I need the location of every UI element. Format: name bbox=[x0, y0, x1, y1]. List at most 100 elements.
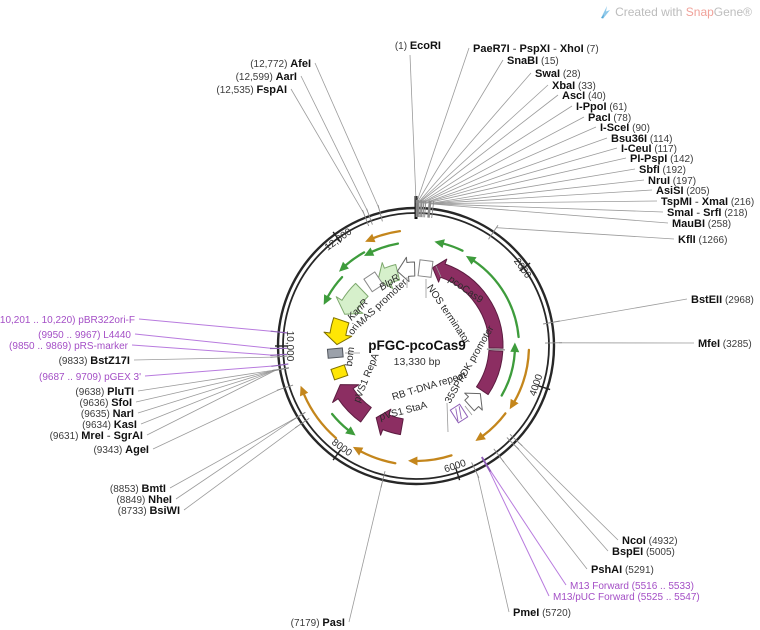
site-name: SfoI bbox=[111, 397, 132, 409]
site-position: (9634) bbox=[82, 420, 114, 431]
scale-tick-4000 bbox=[537, 384, 551, 391]
enzyme-label-i-ceui[interactable]: I-CeuI (117) bbox=[621, 143, 677, 155]
site-position: (9833) bbox=[59, 356, 91, 367]
feature-pcocas9[interactable] bbox=[432, 258, 504, 349]
site-name: AscI bbox=[562, 90, 585, 102]
enzyme-label-bstz17i[interactable]: (9833) BstZ17I bbox=[59, 355, 130, 367]
feature-spacer-box[interactable] bbox=[363, 271, 384, 293]
feature-pvs1-repa[interactable] bbox=[332, 384, 372, 423]
enzyme-label-ncoi[interactable]: NcoI (4932) bbox=[622, 535, 678, 547]
orf-arrow-orange-10[interactable] bbox=[416, 454, 453, 463]
feature-pcocas9-lower-segment[interactable] bbox=[476, 350, 504, 396]
enzyme-label-nhei[interactable]: (8849) NheI bbox=[116, 494, 172, 506]
primer-label-prs-marker[interactable]: (9850 .. 9869) pRS-marker bbox=[9, 341, 129, 352]
orf-arrow-green-4[interactable] bbox=[472, 259, 520, 339]
orf-arrow-green-5[interactable] bbox=[500, 350, 516, 397]
enzyme-label-bspei[interactable]: BspEI (5005) bbox=[612, 546, 675, 558]
enzyme-label-paer7i-pspxi-xhoi[interactable]: PaeR7I - PspXI - XhoI (7) bbox=[473, 43, 599, 55]
enzyme-label-swai[interactable]: SwaI (28) bbox=[535, 68, 581, 80]
site-tick-bspei bbox=[506, 437, 520, 450]
enzyme-label-sbfi[interactable]: SbfI (192) bbox=[639, 164, 686, 176]
feature-nos-terminator[interactable] bbox=[417, 259, 434, 278]
orf-arrow-green-0[interactable] bbox=[371, 242, 400, 253]
enzyme-label-pshai[interactable]: PshAI (5291) bbox=[591, 564, 654, 576]
enzyme-label-i-scei[interactable]: I-SceI (90) bbox=[600, 122, 650, 134]
enzyme-label-tspmi-xmai[interactable]: TspMI - XmaI (216) bbox=[661, 196, 754, 208]
orf-arrow-green-3[interactable] bbox=[442, 242, 464, 252]
enzyme-label-bsu36i[interactable]: Bsu36I (114) bbox=[611, 133, 672, 145]
feature-blpr[interactable] bbox=[377, 262, 400, 289]
feature-yellow-box[interactable] bbox=[330, 364, 349, 381]
primer-label-m13-puc-forward[interactable]: M13/pUC Forward (5525 .. 5547) bbox=[553, 592, 700, 603]
enzyme-label-agei[interactable]: (9343) AgeI bbox=[93, 444, 149, 456]
enzyme-label-i-ppoi[interactable]: I-PpoI (61) bbox=[576, 101, 627, 113]
enzyme-label-pasi[interactable]: (7179) PasI bbox=[291, 617, 345, 629]
orf-arrow-orange-8[interactable] bbox=[513, 348, 531, 403]
site-name: BmtI bbox=[142, 483, 166, 495]
site-tick-bstz17i bbox=[270, 355, 288, 358]
site-position: (9638) bbox=[75, 387, 107, 398]
primer-label-pbr322ori-f[interactable]: (10,201 .. 10,220) pBR322ori-F bbox=[0, 315, 135, 326]
site-position: (78) bbox=[611, 113, 632, 124]
enzyme-label-smai-srfi[interactable]: SmaI - SrfI (218) bbox=[667, 207, 748, 219]
yellow-box-rect bbox=[330, 364, 349, 381]
feature-bom[interactable] bbox=[326, 347, 344, 359]
enzyme-label-asci[interactable]: AscI (40) bbox=[562, 90, 606, 102]
site-name: KflI bbox=[678, 234, 696, 246]
primer-label-l4440[interactable]: (9950 .. 9967) L4440 bbox=[38, 330, 131, 341]
enzyme-label-paci[interactable]: PacI (78) bbox=[588, 112, 631, 124]
feature-mas-promoter[interactable] bbox=[396, 256, 416, 283]
enzyme-label-maubi[interactable]: MauBI (258) bbox=[672, 218, 731, 230]
feature-junction-tick bbox=[486, 348, 505, 351]
enzyme-label-pluti[interactable]: (9638) PluTI bbox=[75, 386, 134, 398]
site-tick-maubi bbox=[431, 201, 435, 219]
leader-line-snabi bbox=[416, 59, 504, 204]
enzyme-label-ecori[interactable]: (1) EcoRI bbox=[395, 40, 441, 52]
site-position: (192) bbox=[660, 165, 686, 176]
feature-kanr[interactable] bbox=[335, 282, 369, 315]
primer-label-pgex-3[interactable]: (9687 .. 9709) pGEX 3' bbox=[39, 372, 141, 383]
leader-line-xbai bbox=[417, 84, 549, 204]
enzyme-label-bmti[interactable]: (8853) BmtI bbox=[110, 483, 166, 495]
feature-label-bom[interactable]: bom bbox=[344, 346, 357, 367]
enzyme-label-sfoi[interactable]: (9636) SfoI bbox=[80, 397, 132, 409]
enzyme-label-bsteii[interactable]: BstEII (2968) bbox=[691, 294, 754, 306]
orf-arrow-green-2[interactable] bbox=[326, 275, 344, 298]
enzyme-label-nari[interactable]: (9635) NarI bbox=[81, 408, 134, 420]
enzyme-label-mfei[interactable]: MfeI (3285) bbox=[698, 338, 752, 350]
enzyme-label-snabi[interactable]: SnaBI (15) bbox=[507, 55, 559, 67]
enzyme-label-aari[interactable]: (12,599) AarI bbox=[236, 71, 297, 83]
enzyme-label-kfli[interactable]: KflI (1266) bbox=[678, 234, 727, 246]
enzyme-label-fspai[interactable]: (12,535) FspAI bbox=[216, 84, 287, 96]
leader-line-sfoi bbox=[135, 369, 276, 403]
enzyme-label-asisi[interactable]: AsiSI (205) bbox=[656, 185, 710, 197]
site-name: MauBI bbox=[672, 218, 705, 230]
site-name: AfeI bbox=[290, 58, 311, 70]
orf-arrow-green-6[interactable] bbox=[330, 412, 350, 432]
feature-label-pvs1-repa[interactable]: pVS1 RepA bbox=[352, 351, 382, 404]
enzyme-label-afei[interactable]: (12,772) AfeI bbox=[250, 58, 311, 70]
orf-arrow-orange-7[interactable] bbox=[372, 229, 402, 240]
enzyme-label-bsiwi[interactable]: (8733) BsiWI bbox=[118, 505, 180, 517]
enzyme-label-kasi[interactable]: (9634) KasI bbox=[82, 419, 137, 431]
enzyme-label-pi-pspi[interactable]: PI-PspI (142) bbox=[630, 153, 693, 165]
leader-line-nhei bbox=[175, 419, 294, 500]
orf-arrow-orange-12[interactable] bbox=[302, 393, 338, 440]
feature-pvs1-staa[interactable] bbox=[375, 408, 404, 436]
enzyme-label-mrei-sgrai[interactable]: (9631) MreI - SgrAI bbox=[50, 430, 143, 442]
orf-arrowhead bbox=[300, 385, 309, 397]
leader-line-pi-pspi bbox=[425, 157, 627, 204]
enzyme-label-nrui[interactable]: NruI (197) bbox=[648, 175, 696, 187]
feature-label-ori[interactable]: ori bbox=[346, 322, 361, 337]
enzyme-label-xbai[interactable]: XbaI (33) bbox=[552, 80, 596, 92]
site-name: BsiWI bbox=[149, 505, 180, 517]
orf-arrow-green-1[interactable] bbox=[344, 251, 366, 267]
feature-ori[interactable] bbox=[323, 317, 353, 346]
feature-rb-t-dna-repeat[interactable] bbox=[449, 403, 469, 424]
orf-arrow-orange-9[interactable] bbox=[482, 412, 507, 437]
orf-arrow-orange-11[interactable] bbox=[360, 450, 397, 465]
primer-label-m13-forward[interactable]: M13 Forward (5516 .. 5533) bbox=[570, 581, 694, 592]
feature-35sppdk-promoter-arrow[interactable] bbox=[464, 392, 483, 412]
enzyme-label-pmei[interactable]: PmeI (5720) bbox=[513, 607, 571, 619]
